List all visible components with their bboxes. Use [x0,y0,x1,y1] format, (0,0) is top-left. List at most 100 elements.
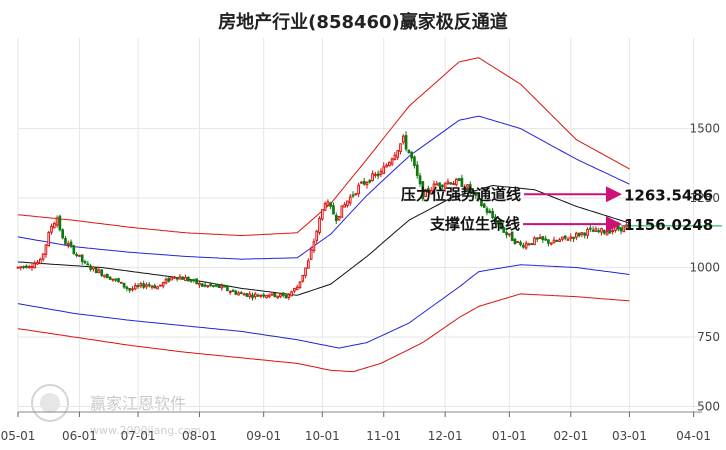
candle-body [396,150,400,158]
candle-body [80,254,84,263]
candle-body [36,261,39,265]
candle-body [480,199,483,207]
watermark-site: www.2000jiang.com [90,424,201,437]
candle-body [407,149,411,154]
candle-body [242,293,246,296]
candle-body [304,267,307,277]
candle-body [281,292,285,296]
y-tick-label: 1000 [689,261,720,275]
candle-body [580,232,584,235]
candle-body [175,277,179,280]
candle-body [312,241,316,252]
x-tick-label: 08-01 [182,429,217,443]
candle-body [513,238,517,245]
candle-body [516,241,520,244]
candle-body [410,151,413,159]
x-tick-label: 06-01 [62,429,97,443]
candle-body [136,285,140,288]
candle-body [446,181,450,185]
watermark-logo-icon [31,384,69,422]
candle-body [234,290,238,295]
candle-body [385,164,388,168]
candle-body [94,267,98,274]
upper-red-band [17,57,630,237]
x-tick-label: 04-01 [676,429,711,443]
candle-body [186,276,190,282]
candle-body [47,232,51,247]
candle-body [184,276,187,282]
candle-body [125,286,129,289]
candle-body [279,293,282,298]
candle-body [273,292,277,298]
candle-body [320,209,324,220]
candle-body [231,289,235,292]
candle-body [463,186,467,189]
candle-body [466,184,469,188]
annotations: 压力位强势通道线 1263.5486 支撑位生命线 1156.0248 [401,185,722,234]
candle-body [69,241,73,247]
candle-body [449,182,453,185]
candle-body [78,254,81,257]
candle-body [103,274,106,278]
candle-body [117,278,120,283]
candle-body [418,175,422,185]
candle-body [259,294,263,297]
candle-body [611,230,614,233]
candle-body [591,229,595,232]
candle-body [131,288,134,291]
candle-body [270,291,274,296]
upper-blue-band [17,115,630,260]
candle-body [276,295,279,299]
candle-body [332,205,335,215]
candle-body [237,292,240,296]
candle-body [167,277,171,282]
candle-body [119,281,123,284]
candle-body [488,210,492,214]
candle-body [209,283,212,287]
candle-body [474,193,478,196]
candle-body [293,287,296,292]
candle-body [256,294,260,297]
candle-body [89,265,92,270]
candle-body [44,244,48,255]
lower-blue-band [17,264,630,349]
y-tick-label: 1500 [689,122,720,136]
candle-body [290,291,293,297]
candle-body [429,190,433,195]
candle-body [142,283,145,288]
candle-body [510,231,514,242]
x-tick-label: 09-01 [246,429,281,443]
candle-body [346,200,349,207]
axes: 1500 1250 1000 750 500 05-01 06-01 07-01 08-01 09… [1,122,720,443]
annotation-value: 1263.5486 [624,186,713,204]
candle-body [19,266,23,269]
candle-body [348,196,352,204]
candle-body [552,239,556,244]
candle-body [223,285,226,288]
candle-body [527,243,531,246]
candle-body [203,284,207,287]
candle-body [58,215,62,231]
candle-body [508,233,511,236]
candle-body [189,279,193,282]
candle-body [226,285,229,292]
x-tick-label: 11-01 [366,429,401,443]
candle-body [460,177,464,187]
candle-body [354,193,358,196]
x-tick-label: 03-01 [612,429,647,443]
candle-body [27,266,31,269]
candle-body [616,224,620,230]
candle-body [379,170,383,175]
candle-body [52,222,56,229]
candle-body [145,284,148,288]
candle-body [83,261,87,264]
candle-body [41,253,45,260]
candle-body [600,228,603,233]
candle-body [521,244,525,248]
candle-body [432,183,436,193]
candle-body [16,266,20,269]
grid-lines [17,38,702,412]
candle-body [365,181,369,186]
candle-body [295,286,299,291]
